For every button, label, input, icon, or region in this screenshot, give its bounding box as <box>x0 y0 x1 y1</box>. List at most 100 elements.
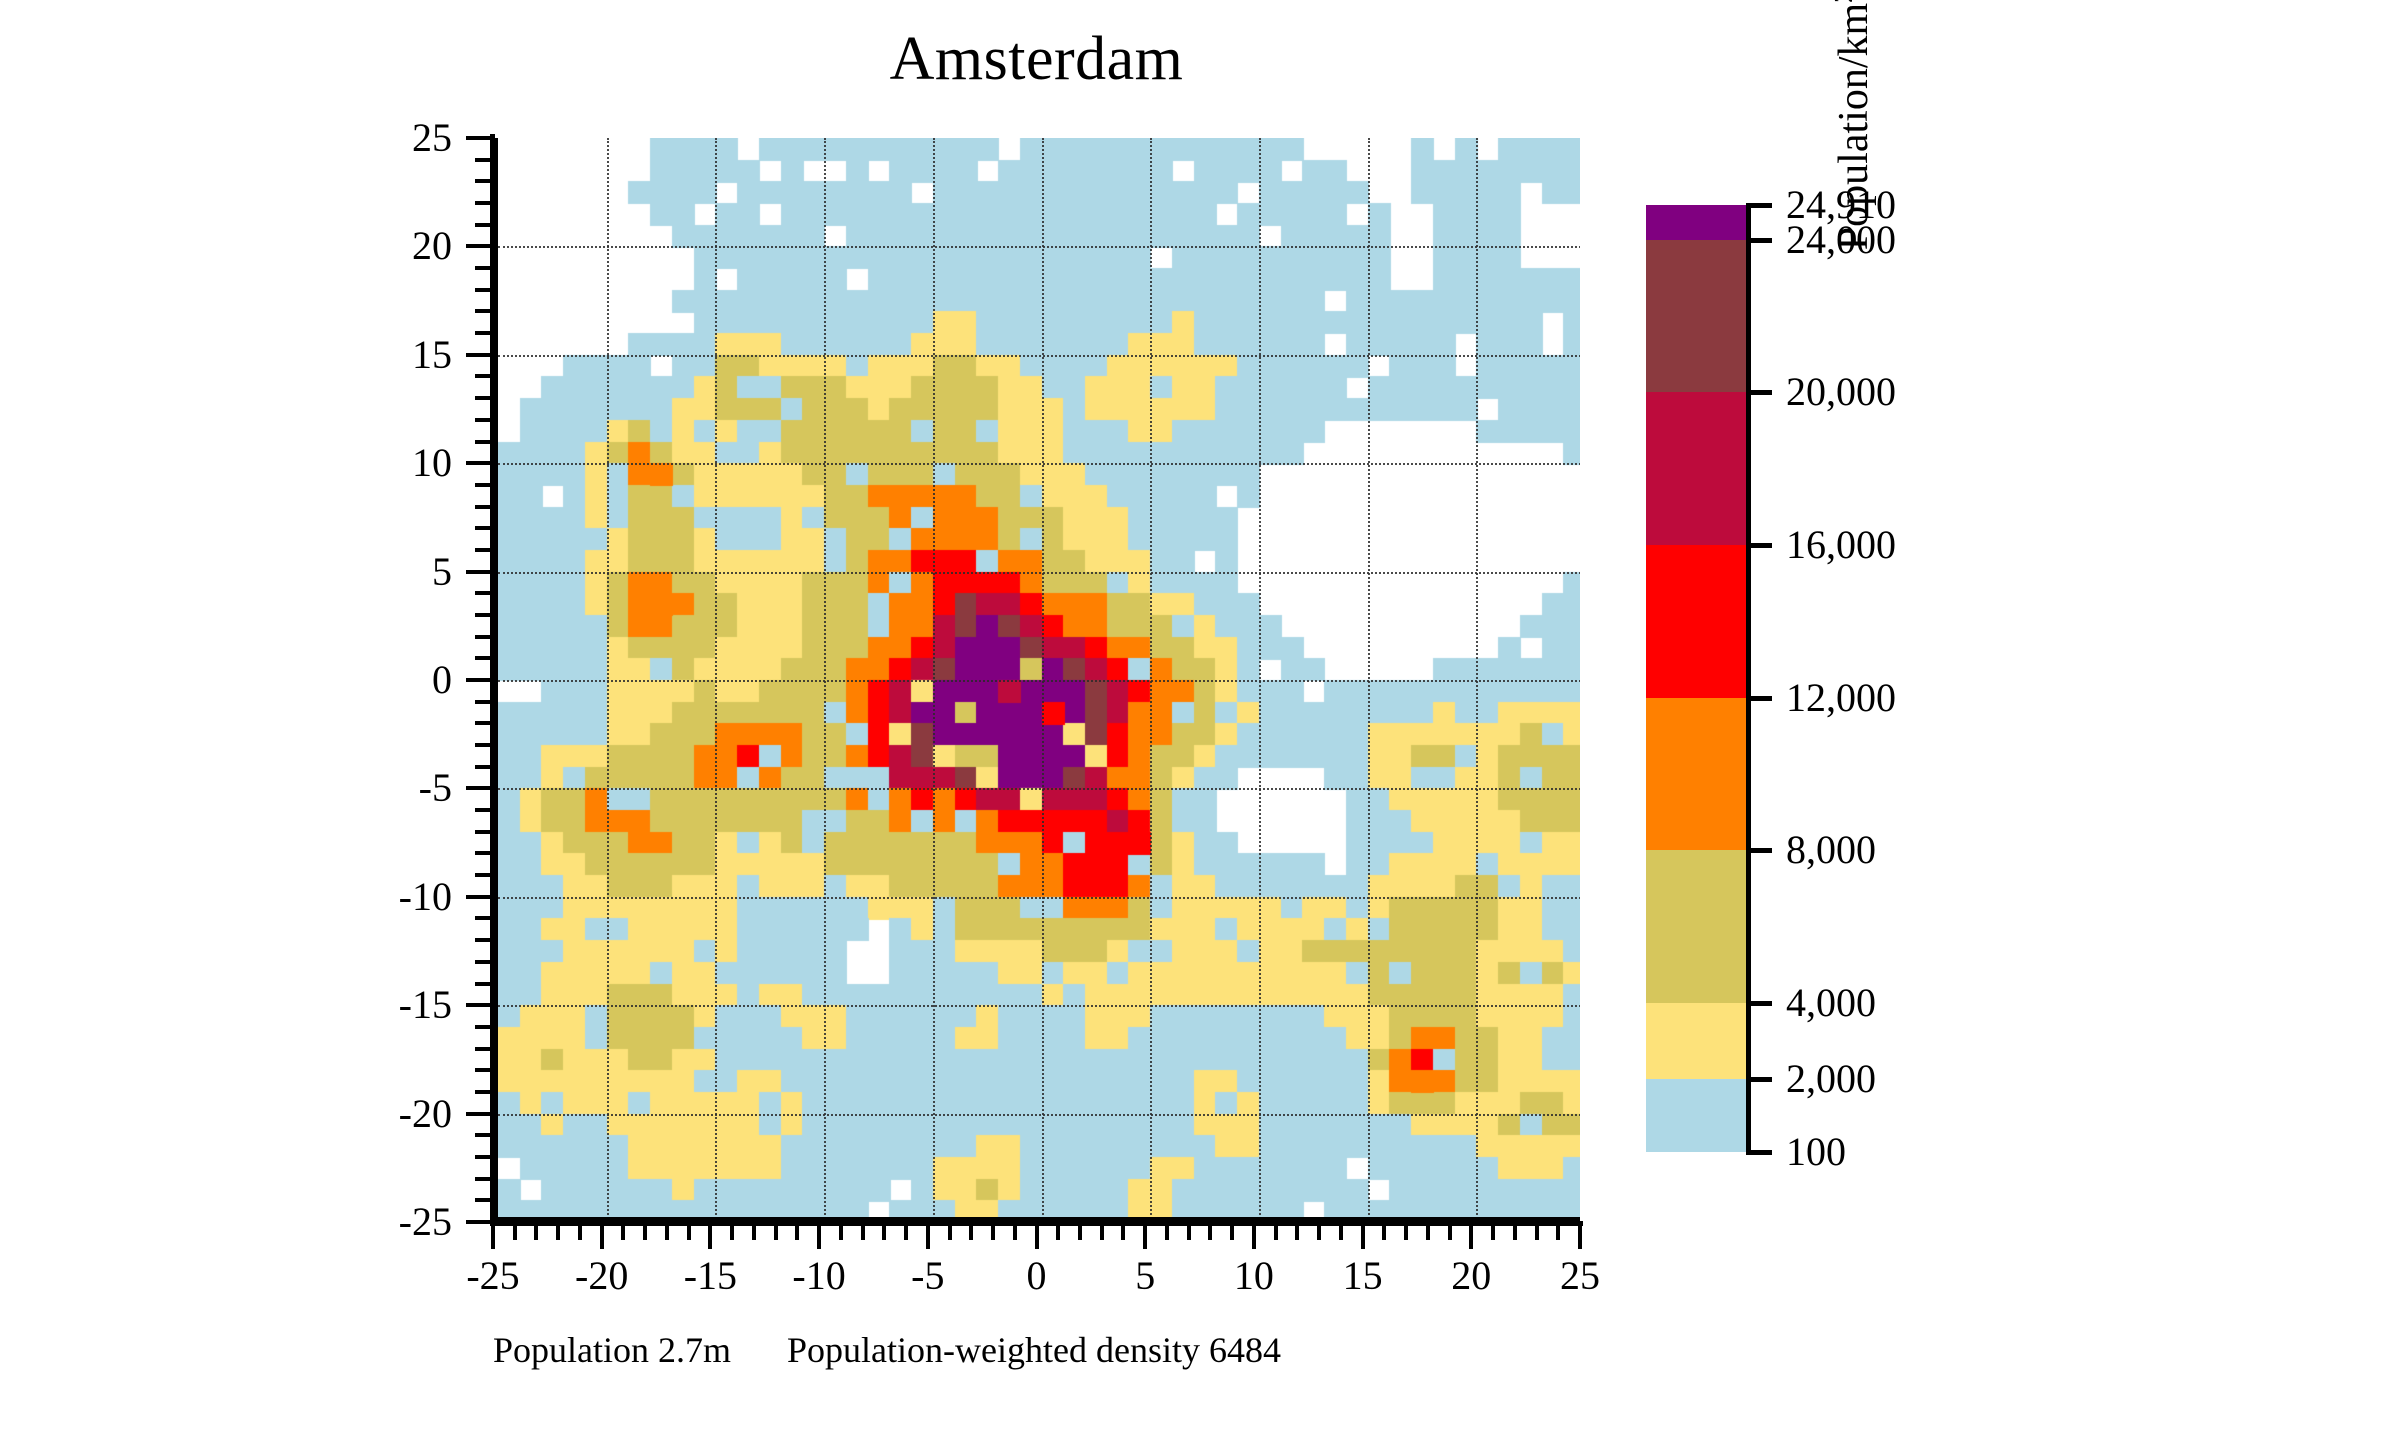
y-tick-label: 0 <box>432 657 452 702</box>
x-tick-label: -10 <box>792 1253 846 1298</box>
colorbar-label-text: Population/km <box>1831 2 1877 251</box>
y-tick-label: 5 <box>432 548 452 594</box>
y-tick-minor <box>475 222 493 227</box>
x-tick-minor <box>969 1222 974 1240</box>
x-tick-minor <box>1295 1222 1300 1240</box>
y-tick-minor <box>475 1154 493 1159</box>
y-tick-minor <box>475 873 493 878</box>
heatmap-cells <box>498 138 1580 1217</box>
y-tick-major <box>466 1003 493 1008</box>
y-tick-minor <box>475 201 493 206</box>
x-tick-minor <box>882 1222 887 1240</box>
y-tick-label: -5 <box>418 765 452 811</box>
y-tick-major <box>466 786 493 791</box>
x-tick-label: 25 <box>1560 1253 1600 1298</box>
x-tick-minor <box>1273 1222 1278 1240</box>
y-tick-major <box>466 678 493 682</box>
y-tick-minor <box>475 634 493 639</box>
y-tick-major <box>466 1111 493 1116</box>
colorbar-tick-label: 2,000 <box>1786 1056 1876 1102</box>
x-tick-minor <box>904 1222 909 1240</box>
colorbar-tick <box>1746 237 1772 243</box>
y-tick-minor <box>475 266 493 271</box>
colorbar-tick <box>1746 390 1772 396</box>
y-tick-label: 20 <box>412 223 452 269</box>
y-tick-minor <box>475 981 493 986</box>
x-tick-minor <box>1556 1222 1561 1240</box>
y-tick-minor <box>475 374 493 379</box>
y-tick-label: -15 <box>398 982 452 1028</box>
heatmap-plot-area <box>493 138 1580 1222</box>
x-tick-major <box>817 1222 822 1249</box>
caption-weighted-density: Population-weighted density 6484 <box>787 1330 1281 1370</box>
y-tick-label: 15 <box>412 331 452 377</box>
x-tick-minor <box>577 1222 582 1240</box>
colorbar <box>1646 203 1751 1154</box>
y-tick-major <box>466 244 493 249</box>
x-tick-label: 15 <box>1342 1253 1383 1298</box>
x-tick-minor <box>1099 1222 1104 1240</box>
x-tick-label: -5 <box>911 1253 945 1298</box>
y-tick-minor <box>475 417 493 422</box>
y-tick-minor <box>475 526 493 531</box>
colorbar-tick <box>1746 848 1772 854</box>
colorbar-gradient <box>1646 205 1746 1152</box>
y-tick-label: 25 <box>412 115 452 160</box>
x-tick-label: 10 <box>1233 1253 1274 1298</box>
x-tick-minor <box>795 1222 800 1240</box>
colorbar-band-khaki <box>1646 850 1746 1004</box>
colorbar-band-crimson <box>1646 392 1746 546</box>
x-tick-minor <box>860 1222 865 1240</box>
y-tick-minor <box>475 504 493 509</box>
x-tick-major <box>1143 1222 1148 1249</box>
y-tick-major <box>466 461 493 466</box>
colorbar-band-light-blue <box>1646 1079 1746 1152</box>
y-tick-major <box>466 352 493 357</box>
y-tick-major <box>466 894 493 899</box>
colorbar-tick-label: 4,000 <box>1786 980 1876 1026</box>
x-tick-minor <box>686 1222 691 1240</box>
y-tick-label: 10 <box>412 440 452 486</box>
x-tick-major <box>1360 1222 1365 1249</box>
colorbar-tick <box>1746 1077 1772 1083</box>
y-tick-major <box>466 1220 493 1224</box>
colorbar-tick-label: 24,910 <box>1786 182 1896 227</box>
y-tick-minor <box>475 764 493 769</box>
x-tick-label: -15 <box>683 1253 738 1298</box>
y-tick-label: -10 <box>398 873 452 919</box>
x-tick-minor <box>1382 1222 1387 1240</box>
colorbar-axis-label: Population/km2 <box>1829 0 1877 400</box>
colorbar-tick-label: 100 <box>1786 1129 1846 1174</box>
x-tick-minor <box>1317 1222 1322 1240</box>
x-tick-minor <box>512 1222 517 1240</box>
y-tick-minor <box>475 1046 493 1051</box>
y-tick-minor <box>475 959 493 964</box>
colorbar-tick <box>1746 1150 1772 1155</box>
y-tick-minor <box>475 482 493 487</box>
x-tick-minor <box>1512 1222 1517 1240</box>
x-tick-major <box>1469 1222 1474 1249</box>
colorbar-tick-label: 24,000 <box>1786 216 1896 262</box>
y-tick-minor <box>475 1024 493 1029</box>
colorbar-tick-label: 8,000 <box>1786 827 1876 873</box>
x-tick-label: -20 <box>575 1253 629 1298</box>
x-tick-minor <box>991 1222 996 1240</box>
x-tick-label: -25 <box>466 1253 520 1298</box>
y-tick-minor <box>475 331 493 336</box>
x-tick-label: 5 <box>1135 1253 1156 1298</box>
colorbar-tick-label: 20,000 <box>1786 369 1896 415</box>
x-tick-minor <box>730 1222 735 1240</box>
colorbar-band-purple <box>1646 205 1746 240</box>
x-tick-minor <box>838 1222 843 1240</box>
y-tick-minor <box>475 656 493 661</box>
x-tick-major <box>1034 1222 1039 1249</box>
y-tick-label: -20 <box>398 1090 452 1136</box>
x-tick-minor <box>751 1222 756 1240</box>
colorbar-tick <box>1746 695 1772 701</box>
x-tick-minor <box>1491 1222 1496 1240</box>
y-tick-minor <box>475 808 493 813</box>
y-tick-minor <box>475 1068 493 1073</box>
y-tick-minor <box>475 743 493 748</box>
x-tick-minor <box>1056 1222 1061 1240</box>
